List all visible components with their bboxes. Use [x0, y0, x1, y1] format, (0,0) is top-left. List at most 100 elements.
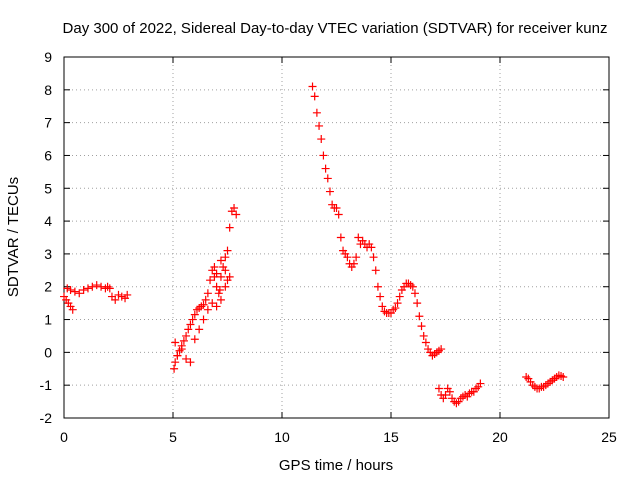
data-point — [332, 203, 341, 212]
data-point — [182, 354, 191, 363]
x-tick-label: 5 — [169, 429, 177, 445]
data-point — [201, 295, 210, 304]
data-point — [522, 372, 531, 381]
data-point — [354, 233, 363, 242]
data-point — [373, 282, 382, 291]
data-point — [343, 253, 352, 262]
data-point — [395, 292, 404, 301]
data-point — [171, 358, 180, 367]
data-point — [215, 286, 224, 295]
data-point — [378, 302, 387, 311]
data-point — [173, 351, 182, 360]
x-axis: 0 5 10 15 20 25 — [60, 57, 617, 445]
series-1 — [60, 281, 132, 314]
data-point — [225, 223, 234, 232]
y-tick-label: 9 — [44, 49, 52, 65]
data-point — [190, 310, 199, 319]
data-point — [312, 108, 321, 117]
data-point — [111, 295, 120, 304]
data-point — [210, 263, 219, 272]
data-point — [371, 266, 380, 275]
series-3 — [308, 82, 446, 360]
data-point — [70, 287, 79, 296]
data-point — [434, 384, 443, 393]
data-point — [214, 289, 223, 298]
data-point — [221, 282, 230, 291]
y-tick-label: -1 — [40, 377, 53, 393]
data-point — [221, 266, 230, 275]
data-point — [380, 307, 389, 316]
data-point — [336, 233, 345, 242]
data-point — [321, 164, 330, 173]
data-point — [63, 284, 72, 293]
data-point — [212, 302, 221, 311]
data-point — [206, 276, 215, 285]
series-5 — [522, 371, 568, 393]
data-point — [323, 174, 332, 183]
data-point — [391, 304, 400, 313]
y-tick-label: 2 — [44, 279, 52, 295]
y-tick-label: 7 — [44, 115, 52, 131]
data-points — [60, 82, 568, 408]
data-point — [410, 289, 419, 298]
y-tick-label: 6 — [44, 147, 52, 163]
data-point — [334, 210, 343, 219]
data-point — [186, 320, 195, 329]
y-tick-label: 8 — [44, 82, 52, 98]
data-point — [216, 256, 225, 265]
data-point — [203, 289, 212, 298]
series-2 — [170, 203, 241, 373]
data-point — [186, 358, 195, 367]
data-point — [393, 299, 402, 308]
x-tick-label: 15 — [383, 429, 399, 445]
data-point — [216, 295, 225, 304]
x-tick-label: 10 — [274, 429, 290, 445]
data-point — [452, 399, 461, 408]
data-point — [413, 299, 422, 308]
data-point — [367, 243, 376, 252]
data-point — [184, 325, 193, 334]
y-axis: -2 -1 0 1 2 3 4 5 6 7 8 9 — [40, 49, 609, 426]
data-point — [195, 325, 204, 334]
data-point — [376, 292, 385, 301]
chart-title: Day 300 of 2022, Sidereal Day-to-day VTE… — [63, 20, 608, 37]
data-point — [88, 282, 97, 291]
data-point — [203, 305, 212, 314]
x-tick-label: 20 — [492, 429, 508, 445]
data-point — [92, 281, 101, 290]
data-point — [170, 364, 179, 373]
data-point — [83, 284, 92, 293]
data-point — [349, 259, 358, 268]
data-point — [559, 372, 568, 381]
grid — [64, 57, 609, 418]
x-axis-label: GPS time / hours — [279, 457, 393, 474]
data-point — [408, 282, 417, 291]
plot-frame — [63, 56, 610, 419]
data-point — [319, 151, 328, 160]
data-point — [415, 312, 424, 321]
data-point — [175, 346, 184, 355]
data-point — [223, 246, 232, 255]
data-point — [68, 305, 77, 314]
data-point — [310, 92, 319, 101]
data-point — [199, 300, 208, 309]
data-point — [190, 335, 199, 344]
y-tick-label: 3 — [44, 246, 52, 262]
data-point — [308, 82, 317, 91]
series-4 — [434, 379, 485, 408]
data-point — [441, 391, 450, 400]
data-point — [406, 281, 415, 290]
data-point — [75, 289, 84, 298]
data-point — [66, 286, 75, 295]
data-point — [223, 276, 232, 285]
data-point — [232, 210, 241, 219]
data-point — [369, 253, 378, 262]
data-point — [105, 284, 114, 293]
data-point — [177, 345, 186, 354]
data-point — [188, 315, 197, 324]
data-point — [221, 253, 230, 262]
y-tick-label: -2 — [40, 410, 53, 426]
data-point — [476, 379, 485, 388]
data-point — [114, 290, 123, 299]
